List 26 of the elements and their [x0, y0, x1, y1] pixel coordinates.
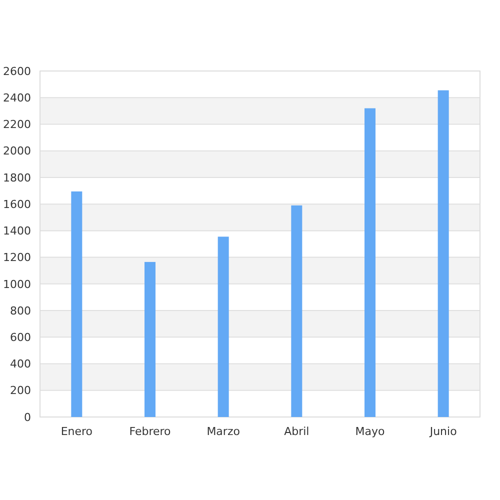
x-tick-label: Abril [284, 425, 310, 438]
y-tick-label: 1200 [3, 251, 31, 264]
bar [364, 108, 376, 417]
y-tick-label: 2600 [3, 64, 31, 78]
y-tick-label: 0 [24, 410, 31, 424]
y-tick-label: 200 [10, 384, 31, 398]
y-tick-label: 1400 [3, 224, 31, 238]
x-tick-label: Marzo [206, 425, 240, 438]
x-tick-label: Enero [60, 425, 93, 438]
bar [218, 236, 229, 417]
y-tick-label: 600 [10, 331, 31, 344]
y-tick-label: 2000 [3, 144, 31, 158]
y-tick-label: 800 [10, 304, 31, 318]
y-tick-label: 400 [10, 358, 31, 371]
x-tick-label: Junio [428, 425, 458, 438]
x-tick-label: Febrero [129, 425, 172, 438]
bar [144, 262, 156, 417]
y-tick-label: 2200 [3, 118, 31, 132]
y-tick-label: 1000 [3, 278, 31, 291]
y-tick-label: 1800 [3, 171, 31, 184]
bar [291, 205, 302, 417]
bar [71, 191, 82, 417]
x-tick-label: Mayo [355, 425, 385, 438]
y-tick-label: 2400 [3, 91, 31, 104]
y-tick-label: 1600 [3, 198, 31, 211]
bar [438, 90, 449, 417]
